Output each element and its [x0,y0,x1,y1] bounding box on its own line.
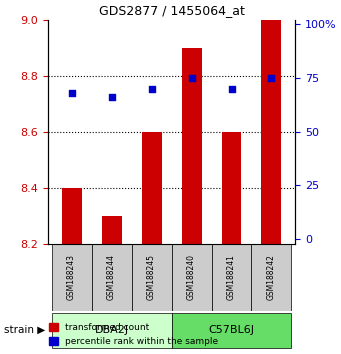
Bar [181,48,202,244]
Point [109,95,114,100]
FancyBboxPatch shape [172,313,292,348]
Point [229,86,234,91]
Point [189,75,194,81]
Text: GSM188245: GSM188245 [147,254,156,300]
Text: C57BL6J: C57BL6J [208,325,254,335]
FancyBboxPatch shape [172,244,211,311]
Title: GDS2877 / 1455064_at: GDS2877 / 1455064_at [99,4,244,17]
Bar [222,132,241,244]
FancyBboxPatch shape [211,244,252,311]
Text: GSM188241: GSM188241 [227,254,236,300]
Point [269,75,274,81]
Text: GSM188242: GSM188242 [267,254,276,300]
Bar [102,216,121,244]
FancyBboxPatch shape [51,313,172,348]
Bar [142,132,162,244]
Point [69,90,74,96]
Text: DBA2J: DBA2J [94,325,129,335]
Bar [61,188,81,244]
Text: GSM188243: GSM188243 [67,254,76,300]
Text: strain ▶: strain ▶ [4,325,46,335]
Bar [262,20,281,244]
FancyBboxPatch shape [91,244,132,311]
Point [149,86,154,91]
Text: GSM188240: GSM188240 [187,254,196,300]
Legend: transformed count, percentile rank within the sample: transformed count, percentile rank withi… [45,320,222,349]
FancyBboxPatch shape [132,244,172,311]
FancyBboxPatch shape [51,244,91,311]
Text: GSM188244: GSM188244 [107,254,116,300]
FancyBboxPatch shape [252,244,292,311]
